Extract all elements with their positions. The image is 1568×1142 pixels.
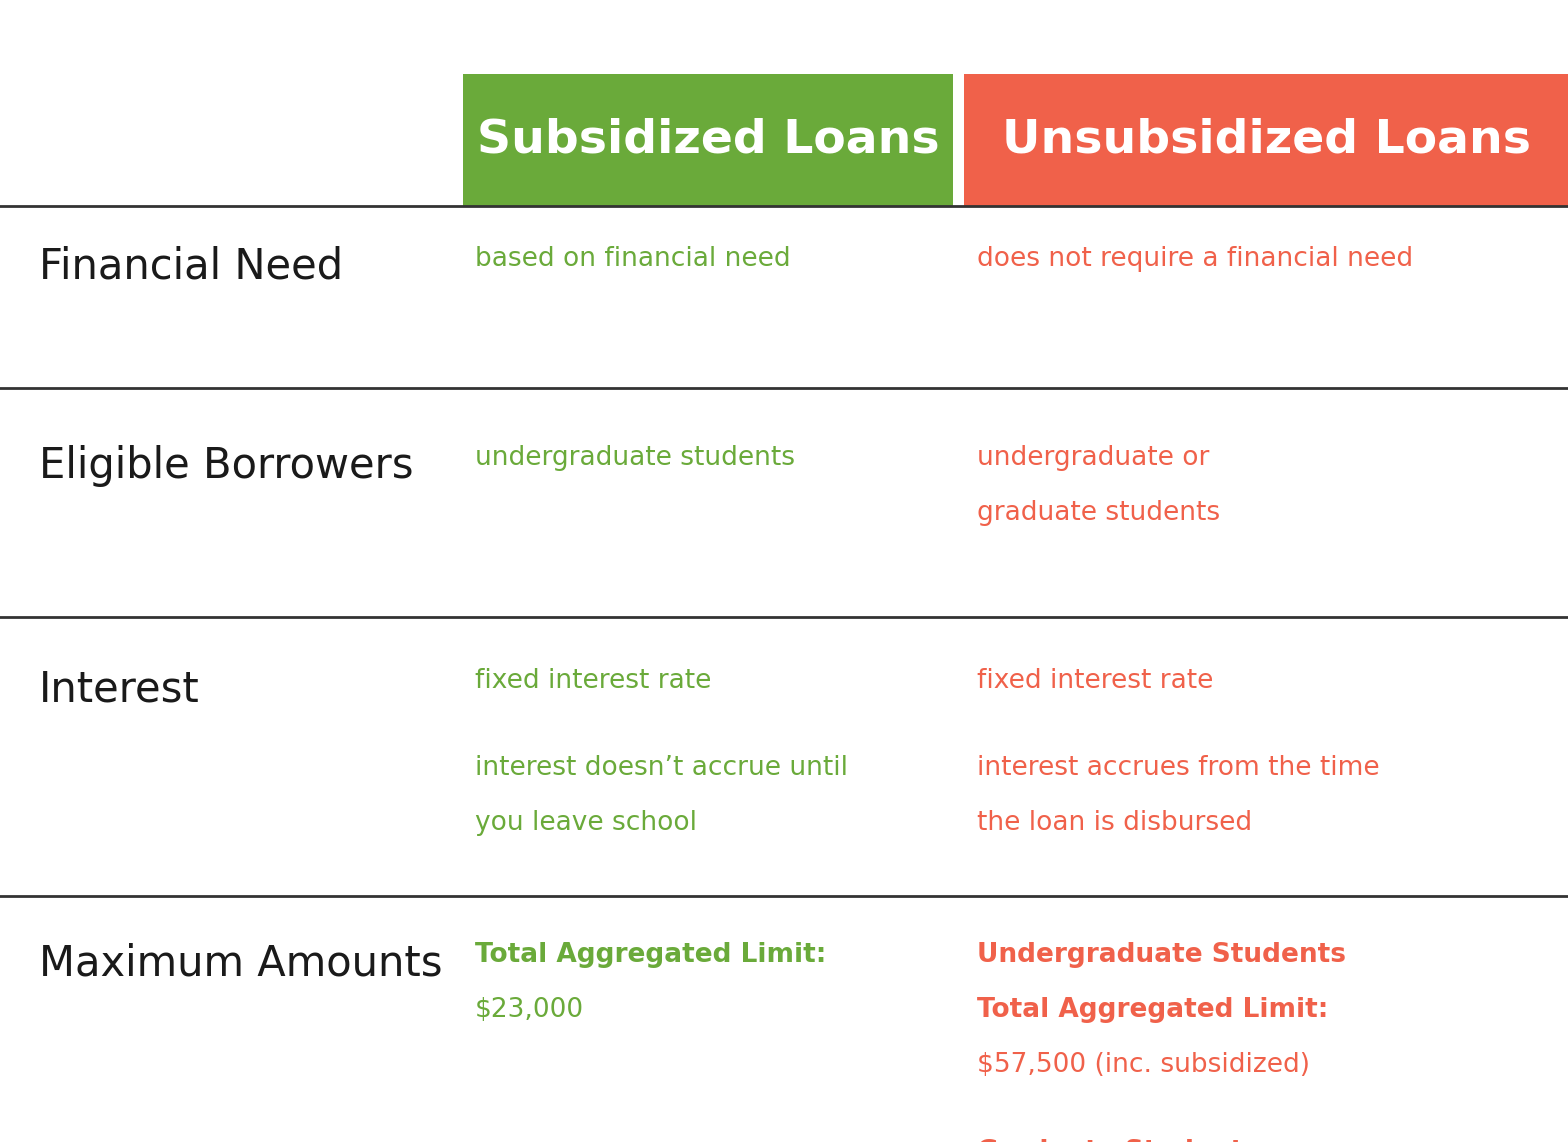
Text: fixed interest rate: fixed interest rate bbox=[977, 668, 1214, 694]
Text: Total Aggregated Limit:: Total Aggregated Limit: bbox=[977, 997, 1328, 1023]
Text: undergraduate or: undergraduate or bbox=[977, 445, 1209, 472]
Text: Subsidized Loans: Subsidized Loans bbox=[477, 118, 939, 162]
Text: you leave school: you leave school bbox=[475, 810, 698, 836]
Text: graduate students: graduate students bbox=[977, 500, 1220, 526]
Text: Total Aggregated Limit:: Total Aggregated Limit: bbox=[475, 942, 826, 968]
Text: does not require a financial need: does not require a financial need bbox=[977, 246, 1413, 272]
Text: Maximum Amounts: Maximum Amounts bbox=[39, 942, 442, 984]
FancyBboxPatch shape bbox=[463, 74, 953, 206]
Text: Graduate Students: Graduate Students bbox=[977, 1139, 1259, 1142]
Text: $57,500 (inc. subsidized): $57,500 (inc. subsidized) bbox=[977, 1052, 1309, 1078]
Text: Interest: Interest bbox=[39, 668, 201, 710]
Text: Eligible Borrowers: Eligible Borrowers bbox=[39, 445, 414, 488]
Text: interest accrues from the time: interest accrues from the time bbox=[977, 755, 1380, 781]
Text: the loan is disbursed: the loan is disbursed bbox=[977, 810, 1251, 836]
FancyBboxPatch shape bbox=[964, 74, 1568, 206]
Text: Unsubsidized Loans: Unsubsidized Loans bbox=[1002, 118, 1530, 162]
Text: interest doesn’t accrue until: interest doesn’t accrue until bbox=[475, 755, 848, 781]
Text: based on financial need: based on financial need bbox=[475, 246, 790, 272]
Text: Undergraduate Students: Undergraduate Students bbox=[977, 942, 1345, 968]
Text: fixed interest rate: fixed interest rate bbox=[475, 668, 712, 694]
Text: Financial Need: Financial Need bbox=[39, 246, 343, 288]
Text: $23,000: $23,000 bbox=[475, 997, 585, 1023]
Text: undergraduate students: undergraduate students bbox=[475, 445, 795, 472]
